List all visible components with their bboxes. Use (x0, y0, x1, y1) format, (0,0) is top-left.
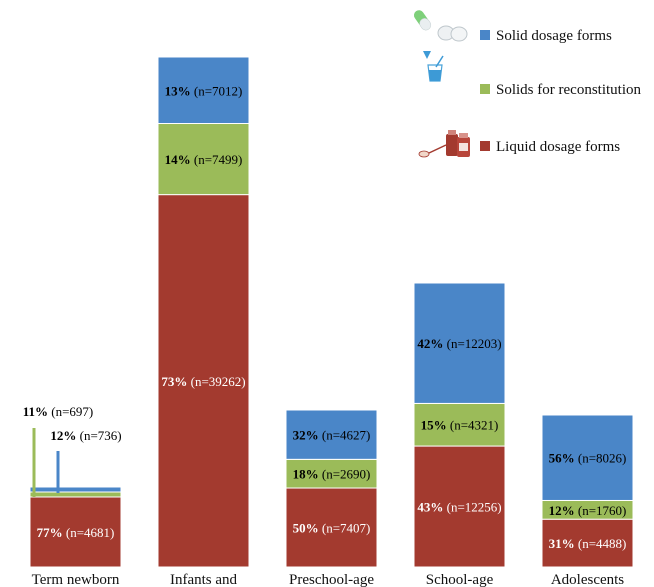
data-label-solids-for-reconstitution-term-newborn-infants: 11% (n=697) (23, 404, 94, 419)
label-percent: 73% (161, 374, 190, 389)
data-label-solid-dosage-forms-preschool-age-children: 32% (n=4627) (293, 428, 371, 443)
bar-solids-for-reconstitution-term-newborn-infants (29, 491, 122, 498)
label-count: (n=7499) (194, 152, 243, 167)
data-label-liquid-dosage-forms-term-newborn-infants: 77% (n=4681) (37, 525, 115, 540)
label-count: (n=12256) (447, 500, 502, 515)
label-count: (n=8026) (578, 451, 627, 466)
category-label-adolescents: Adolescents (551, 572, 624, 587)
data-label-solid-dosage-forms-infants-and-toddlers: 13% (n=7012) (165, 83, 243, 98)
data-label-solids-for-reconstitution-infants-and-toddlers: 14% (n=7499) (165, 152, 243, 167)
label-count: (n=39262) (191, 374, 246, 389)
label-count: (n=697) (51, 404, 93, 419)
label-count: (n=1760) (578, 503, 627, 518)
bar-liquid-dosage-forms-adolescents (541, 518, 634, 568)
label-percent: 12% (50, 428, 79, 443)
legend-swatch-liquid-dosage-forms (480, 141, 490, 151)
data-label-liquid-dosage-forms-school-age-children: 43% (n=12256) (417, 500, 501, 515)
legend-label-solids-for-reconstitution: Solids for reconstitution (496, 82, 641, 98)
category-label-infants-and-toddlers: Infants andtoddlers (170, 572, 238, 587)
bar-liquid-dosage-forms-preschool-age-children (285, 487, 378, 568)
legend: Solid dosage forms Solids for reconstitu… (413, 10, 641, 158)
label-percent: 50% (293, 521, 322, 536)
legend-label-solid-dosage-forms: Solid dosage forms (496, 28, 612, 44)
label-count: (n=2690) (322, 467, 371, 482)
reconstitution-glass-icon (423, 51, 444, 82)
label-count: (n=7012) (194, 83, 243, 98)
label-percent: 43% (417, 500, 446, 515)
label-percent: 14% (165, 152, 194, 167)
syrup-bottle-icon (418, 130, 470, 158)
label-count: (n=736) (80, 428, 122, 443)
label-percent: 77% (37, 525, 66, 540)
label-count: (n=12203) (447, 336, 502, 351)
label-percent: 18% (293, 467, 322, 482)
label-percent: 56% (549, 451, 578, 466)
label-percent: 31% (549, 536, 578, 551)
data-label-solids-for-reconstitution-school-age-children: 15% (n=4321) (421, 418, 499, 433)
data-label-solid-dosage-forms-school-age-children: 42% (n=12203) (417, 336, 501, 351)
data-label-liquid-dosage-forms-infants-and-toddlers: 73% (n=39262) (161, 374, 245, 389)
label-count: (n=4488) (578, 536, 627, 551)
pills-icon (413, 10, 468, 42)
bar-solids-for-reconstitution-school-age-children (413, 402, 506, 447)
legend-label-liquid-dosage-forms: Liquid dosage forms (496, 139, 620, 155)
bar-liquid-dosage-forms-term-newborn-infants (29, 496, 122, 568)
legend-swatch-solids-for-reconstitution (480, 84, 490, 94)
category-label-preschool-age-children: Preschool-agechildren (289, 572, 374, 587)
label-percent: 42% (417, 336, 446, 351)
bar-solids-for-reconstitution-infants-and-toddlers (157, 123, 250, 196)
data-label-solids-for-reconstitution-preschool-age-children: 18% (n=2690) (293, 467, 371, 482)
bar-solid-dosage-forms-infants-and-toddlers (157, 56, 250, 125)
data-label-liquid-dosage-forms-adolescents: 31% (n=4488) (549, 536, 627, 551)
label-percent: 12% (549, 503, 578, 518)
bar-solid-dosage-forms-school-age-children (413, 282, 506, 404)
data-label-solid-dosage-forms-adolescents: 56% (n=8026) (549, 451, 627, 466)
label-count: (n=4627) (322, 428, 371, 443)
bar-solids-for-reconstitution-preschool-age-children (285, 458, 378, 489)
legend-swatch-solid-dosage-forms (480, 30, 490, 40)
bar-solid-dosage-forms-adolescents (541, 414, 634, 501)
category-labels-group: Term newborninfants Infants andtoddlers Pr… (32, 572, 625, 587)
category-label-school-age-children: School-agechildren (426, 572, 494, 587)
label-count: (n=4681) (66, 525, 115, 540)
category-label-term-newborn-infants: Term newborninfants (32, 572, 120, 587)
bar-solid-dosage-forms-term-newborn-infants (29, 486, 122, 493)
data-label-solids-for-reconstitution-adolescents: 12% (n=1760) (549, 503, 627, 518)
label-percent: 11% (23, 404, 52, 419)
bars-group (29, 56, 634, 568)
label-count: (n=7407) (322, 521, 371, 536)
bar-liquid-dosage-forms-school-age-children (413, 445, 506, 568)
label-count: (n=4321) (450, 418, 499, 433)
data-labels-group: 77% (n=4681) 11% (n=697) 12% (n=736) 73% (n… (23, 83, 627, 551)
label-percent: 32% (293, 428, 322, 443)
bar-solid-dosage-forms-preschool-age-children (285, 409, 378, 460)
data-label-solid-dosage-forms-term-newborn-infants: 12% (n=736) (50, 428, 121, 443)
label-percent: 13% (165, 83, 194, 98)
data-label-liquid-dosage-forms-preschool-age-children: 50% (n=7407) (293, 521, 371, 536)
label-percent: 15% (421, 418, 450, 433)
